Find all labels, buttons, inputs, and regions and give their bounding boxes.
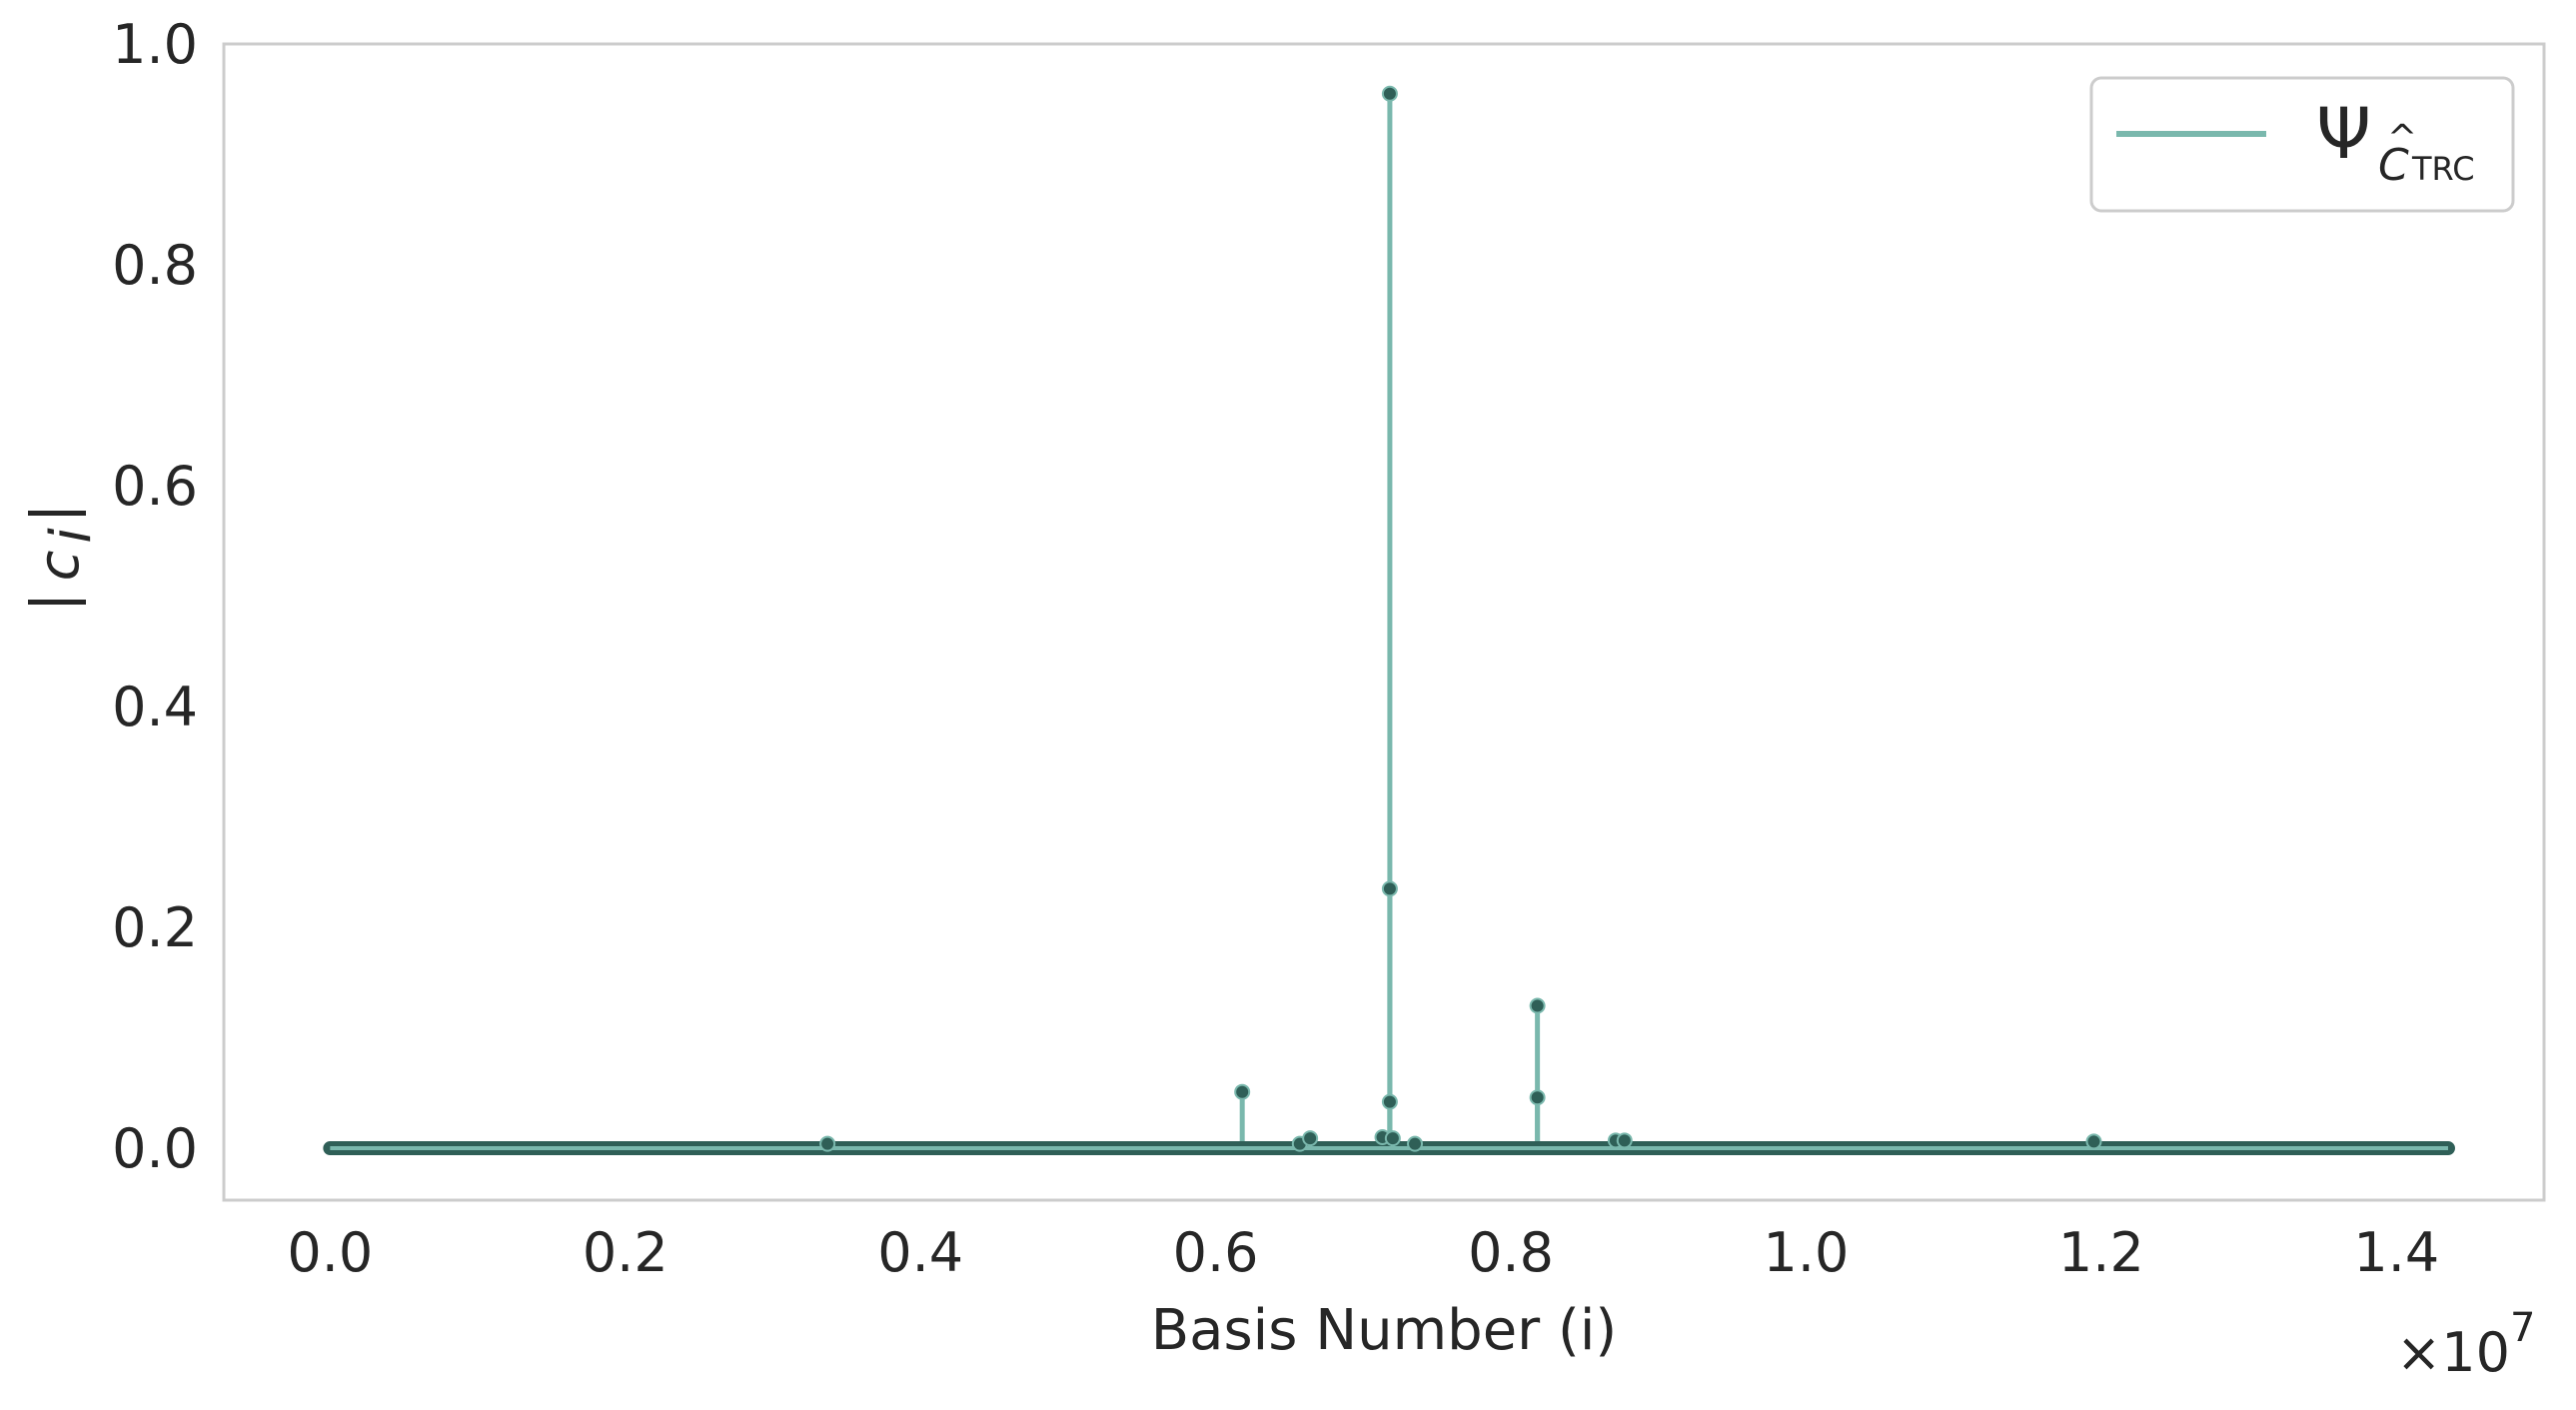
y-tick-label: 0.6 [112,455,198,518]
y-axis-label-subscript: i [39,528,104,544]
x-tick-label: 1.2 [2058,1221,2144,1284]
x-axis-label: Basis Number (i) [1151,1298,1617,1363]
legend-sub-letter: C [2378,140,2409,191]
series-point [1381,85,1398,102]
y-tick-label: 0.4 [112,676,198,738]
x-tick-label: 0.6 [1173,1221,1259,1284]
legend: Ψ ^ C TRC [2089,76,2515,213]
x-tick-label: 1.4 [2353,1221,2439,1284]
plot-frame [222,42,2546,1202]
y-tick-label: 1.0 [112,13,198,76]
y-axis-ticks: 0.0 0.2 0.4 0.6 0.8 1.0 [112,13,198,1180]
legend-sub-text: TRC [2411,150,2475,188]
series-point [1234,1083,1251,1100]
y-axis-label-symbol: c [27,550,92,581]
series-point [1529,1089,1546,1106]
series-point [1407,1135,1424,1152]
series-point [1302,1130,1319,1147]
series-point [2085,1133,2102,1150]
legend-symbol: Ψ [2316,93,2371,175]
legend-sub-hat: ^ [2387,118,2417,159]
series-point [819,1135,836,1152]
legend-box [2089,76,2515,213]
x-tick-label: 0.0 [287,1221,373,1284]
series-point [1529,997,1546,1014]
series-point [1381,1093,1398,1110]
y-axis-label: c i [27,511,104,605]
y-tick-label: 0.2 [112,896,198,959]
x-scale-exponent: 7 [2510,1305,2535,1351]
plot-series [323,85,2455,1156]
series-point [1616,1132,1633,1149]
series-point [1381,880,1398,897]
x-tick-label: 0.4 [877,1221,963,1284]
x-scale-base: ×10 [2396,1321,2510,1384]
x-axis-scale-label: ×107 [2396,1305,2535,1384]
y-tick-label: 0.0 [112,1117,198,1180]
series-point [1384,1130,1401,1147]
x-axis-ticks: 0.0 0.2 0.4 0.6 0.8 1.0 1.2 1.4 [287,1221,2439,1284]
x-tick-label: 1.0 [1764,1221,1850,1284]
svg-text:×107: ×107 [2396,1305,2535,1384]
x-tick-label: 0.2 [583,1221,668,1284]
y-tick-label: 0.8 [112,234,198,297]
x-tick-label: 0.8 [1468,1221,1554,1284]
